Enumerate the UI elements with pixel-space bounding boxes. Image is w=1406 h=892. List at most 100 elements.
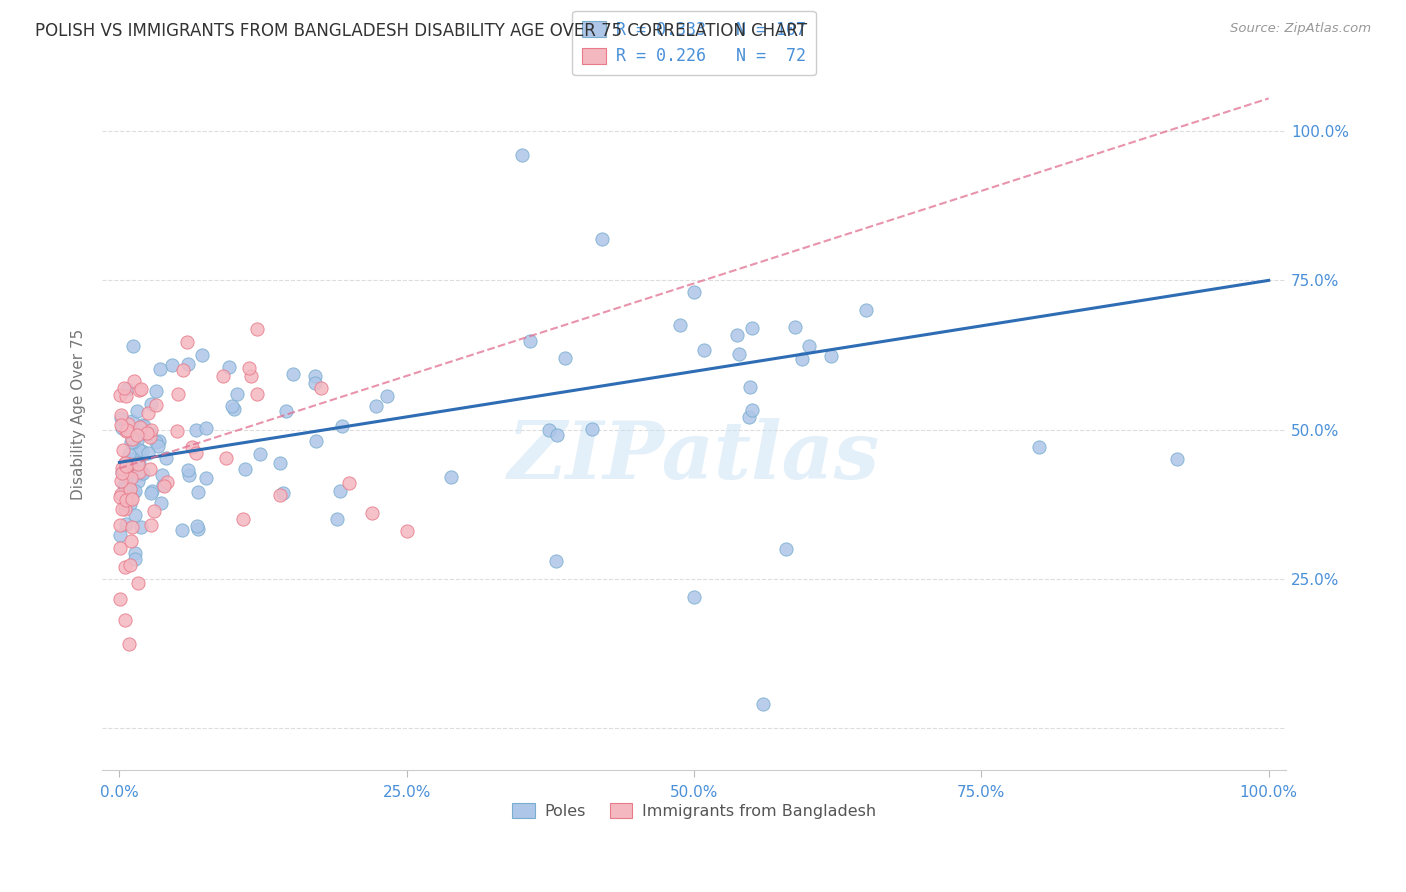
Point [269,456,291,470]
Point [114,502,136,516]
Point [114,456,136,470]
Point [118,447,141,461]
Point [1166,452,1188,467]
Point [110,487,132,501]
Point [110,420,132,434]
Point [112,478,135,492]
Point [139,486,162,500]
Point [145,384,167,398]
Point [366,400,388,414]
Point [129,420,152,434]
Point [145,435,167,450]
Point [329,483,352,498]
Point [166,387,188,401]
Point [222,401,245,416]
Point [775,541,797,556]
Text: POLISH VS IMMIGRANTS FROM BANGLADESH DISABILITY AGE OVER 75 CORRELATION CHART: POLISH VS IMMIGRANTS FROM BANGLADESH DIS… [35,22,807,40]
Point [121,452,143,467]
Point [238,361,260,376]
Point [141,484,163,499]
Point [139,430,162,444]
Point [546,554,568,568]
Point [110,408,132,422]
Point [337,476,360,491]
Point [129,520,152,534]
Point [129,382,152,396]
Point [326,512,349,526]
Point [172,363,194,377]
Point [235,462,257,476]
Point [111,461,134,475]
Point [156,475,179,489]
Point [177,357,200,371]
Point [127,457,149,471]
Point [121,414,143,428]
Point [269,488,291,502]
Point [738,409,761,424]
Point [118,482,141,496]
Text: ZIPatlas: ZIPatlas [508,418,880,496]
Point [271,486,294,500]
Point [108,517,131,532]
Point [115,382,138,396]
Point [118,558,141,573]
Point [127,575,149,590]
Point [114,614,136,628]
Point [797,339,820,353]
Point [181,440,204,454]
Point [115,516,138,531]
Point [150,468,173,483]
Point [141,397,163,411]
Point [139,517,162,532]
Point [135,426,157,441]
Point [186,519,208,533]
Point [148,439,170,453]
Point [309,381,332,395]
Legend: Poles, Immigrants from Bangladesh: Poles, Immigrants from Bangladesh [506,797,882,826]
Point [226,387,249,401]
Point [177,468,200,483]
Point [120,491,142,505]
Point [115,458,138,473]
Point [152,478,174,492]
Point [129,467,152,481]
Point [141,423,163,437]
Point [212,368,235,383]
Point [591,231,613,245]
Point [114,481,136,495]
Point [305,434,328,448]
Point [128,442,150,457]
Point [519,334,541,348]
Point [186,423,208,437]
Point [683,590,706,604]
Point [215,450,238,465]
Point [668,318,690,333]
Point [160,359,183,373]
Point [131,417,153,432]
Point [117,637,139,651]
Point [120,533,142,548]
Point [131,443,153,458]
Point [114,466,136,480]
Point [153,479,176,493]
Point [110,411,132,425]
Point [110,417,132,432]
Point [108,591,131,606]
Point [125,457,148,471]
Point [166,424,188,438]
Point [139,462,162,476]
Point [120,497,142,511]
Point [124,552,146,566]
Point [725,328,748,343]
Point [304,369,326,384]
Point [281,367,304,381]
Point [111,501,134,516]
Point [738,380,761,394]
Point [117,454,139,468]
Point [145,398,167,412]
Point [125,434,148,448]
Point [172,524,194,538]
Point [440,470,463,484]
Point [120,471,142,485]
Point [135,425,157,440]
